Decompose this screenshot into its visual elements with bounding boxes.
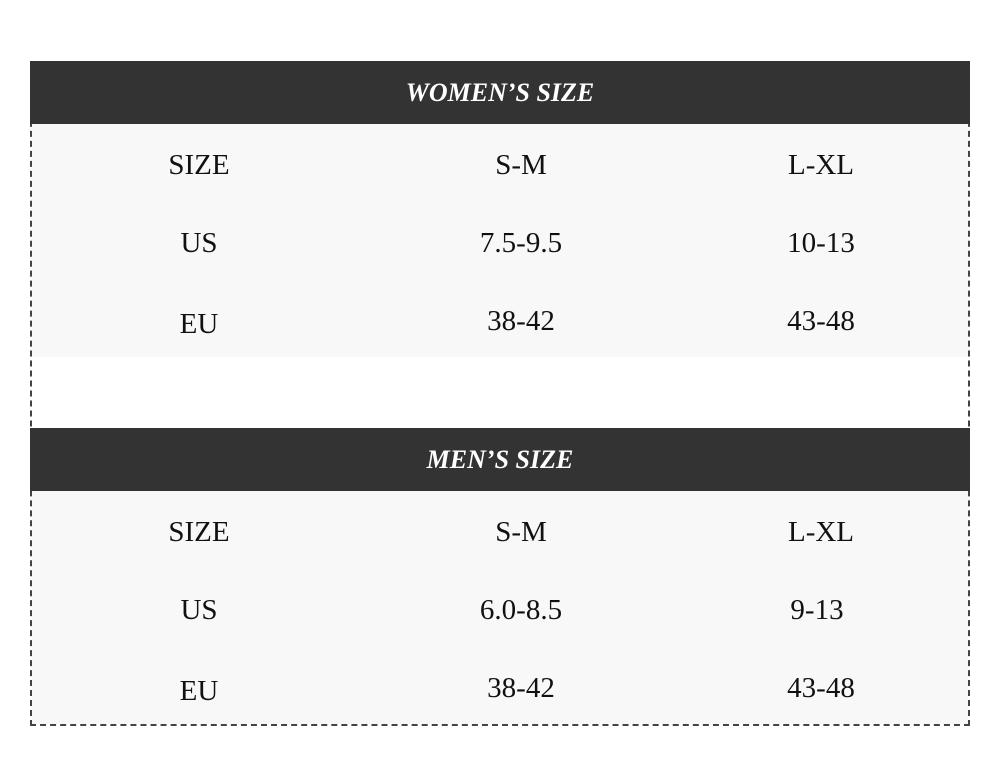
- mens-size-section: MEN’S SIZE SIZE S-M L-XL US 6.0-8.5 9-13…: [30, 428, 970, 724]
- section-title: WOMEN’S SIZE: [30, 61, 970, 124]
- cell: S-M: [495, 516, 547, 548]
- row-label: EU: [179, 308, 219, 340]
- row-label: US: [180, 227, 218, 259]
- cell: S-M: [495, 149, 547, 181]
- cell: 43-48: [787, 672, 855, 704]
- cell: 38-42: [487, 305, 555, 337]
- size-table: SIZE S-M L-XL US 6.0-8.5 9-13 EU 38-42 4…: [32, 491, 968, 724]
- cell: L-XL: [787, 516, 855, 548]
- cell: 38-42: [487, 672, 555, 704]
- table-row: EU 38-42 43-48: [32, 301, 968, 341]
- table-row: SIZE S-M L-XL: [32, 145, 968, 185]
- row-label: EU: [179, 675, 219, 707]
- row-label: SIZE: [168, 149, 230, 181]
- size-chart: WOMEN’S SIZE SIZE S-M L-XL US 7.5-9.5 10…: [30, 61, 970, 726]
- row-label: US: [180, 594, 218, 626]
- table-row: SIZE S-M L-XL: [32, 512, 968, 552]
- table-row: US 7.5-9.5 10-13: [32, 223, 968, 263]
- cell: L-XL: [787, 149, 855, 181]
- size-table: SIZE S-M L-XL US 7.5-9.5 10-13 EU 38-42 …: [32, 124, 968, 357]
- cell: 43-48: [787, 305, 855, 337]
- section-title: MEN’S SIZE: [30, 428, 970, 491]
- womens-size-section: WOMEN’S SIZE SIZE S-M L-XL US 7.5-9.5 10…: [30, 61, 970, 357]
- cell: 7.5-9.5: [479, 227, 563, 259]
- cell: 10-13: [787, 227, 855, 259]
- row-label: SIZE: [168, 516, 230, 548]
- cell: 6.0-8.5: [479, 594, 563, 626]
- table-row: US 6.0-8.5 9-13: [32, 590, 968, 630]
- table-row: EU 38-42 43-48: [32, 668, 968, 708]
- cell: 9-13: [790, 594, 844, 626]
